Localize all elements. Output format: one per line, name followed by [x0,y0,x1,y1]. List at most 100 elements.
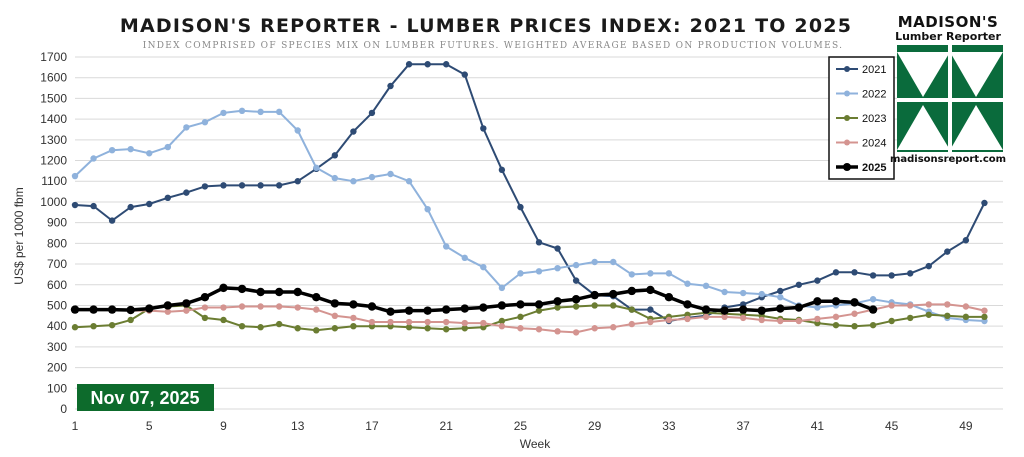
data-point [553,297,562,306]
data-point [739,314,747,322]
y-tick-label: 1000 [40,195,67,209]
data-point [738,305,748,314]
data-point [331,325,339,332]
logo-title: MADISON'S [898,13,999,31]
data-point [591,258,598,266]
x-tick-label: 45 [885,419,899,433]
y-tick-label: 1400 [40,112,67,126]
logo-divider [948,45,952,152]
data-point [535,268,543,275]
data-point [257,324,264,331]
data-point [238,107,246,115]
legend-marker [843,163,851,171]
y-tick-label: 800 [47,236,67,250]
data-point [182,299,191,308]
data-point [702,313,710,321]
data-point [443,243,450,250]
data-point [443,326,450,333]
data-point [498,166,506,174]
data-point [554,245,561,252]
data-point [368,173,376,181]
series-2025 [70,283,878,316]
data-point [646,285,655,295]
data-point [163,301,172,310]
legend-marker [844,66,850,72]
data-point [256,287,265,297]
data-point [572,303,580,310]
y-tick-label: 1200 [40,154,67,168]
data-point [851,310,858,317]
data-point [275,108,283,116]
data-point [720,306,729,315]
data-point [832,313,840,321]
data-point [888,302,895,309]
data-point [442,305,451,314]
legend-marker [844,115,850,121]
data-point [313,306,320,313]
data-point [776,304,785,313]
data-point [757,306,766,315]
data-point [665,316,673,324]
data-point [349,300,358,309]
madisons-logo: MADISON'S Lumber Reporter madisonsreport… [890,13,1006,165]
data-point [219,283,228,293]
y-tick-label: 1100 [41,174,67,188]
data-point [275,303,283,310]
data-point [145,304,154,313]
data-point [517,203,524,211]
data-point [572,329,580,336]
logo-subtitle: Lumber Reporter [895,30,1001,43]
data-point [572,261,580,269]
data-point [405,178,413,185]
data-point [146,150,153,157]
legend-label: 2022 [862,89,886,101]
data-point [387,170,394,178]
data-point [200,292,210,302]
data-point [423,306,432,315]
data-point [108,321,116,329]
x-tick-label: 37 [736,419,750,433]
data-point [257,108,264,116]
y-tick-labels: 0 100 200 300 400 500 600 700 800 900 1000 1100 1200… [40,50,67,416]
data-point [405,318,413,326]
x-tick-labels: 1 5 9 13 17 21 25 29 33 37 41 45 49 [72,419,973,433]
x-axis-label: Week [520,437,551,451]
data-point [443,61,450,68]
y-tick-label: 100 [47,381,67,395]
data-point [739,289,747,297]
y-tick-label: 400 [47,319,67,333]
data-point [201,314,209,322]
date-badge-background [77,384,214,411]
data-point [758,290,765,298]
data-point [702,282,710,289]
data-point [461,319,468,327]
data-point [795,317,803,325]
data-point [683,300,692,309]
data-point [386,307,395,316]
data-point [70,305,80,314]
data-point [591,302,598,309]
data-point [220,182,227,189]
data-point [275,182,283,189]
data-point [405,61,413,68]
chart-title: MADISON'S REPORTER - LUMBER PRICES INDEX… [120,15,852,37]
y-tick-label: 1500 [40,91,67,105]
logo-tree-shape [897,52,950,97]
data-point [368,318,376,326]
data-point [404,306,414,315]
data-point [758,316,765,324]
data-point [981,199,988,207]
data-point [498,284,506,292]
data-point [517,325,524,332]
data-point [164,143,171,151]
data-point [498,322,506,330]
data-point [424,325,431,332]
x-tick-label: 29 [588,419,602,433]
logo-tree-shape [897,105,950,150]
data-point [628,271,635,278]
data-point [71,172,79,180]
legend-label: 2025 [862,162,886,174]
data-point [293,287,302,297]
data-point [777,317,784,325]
data-point [183,189,190,196]
